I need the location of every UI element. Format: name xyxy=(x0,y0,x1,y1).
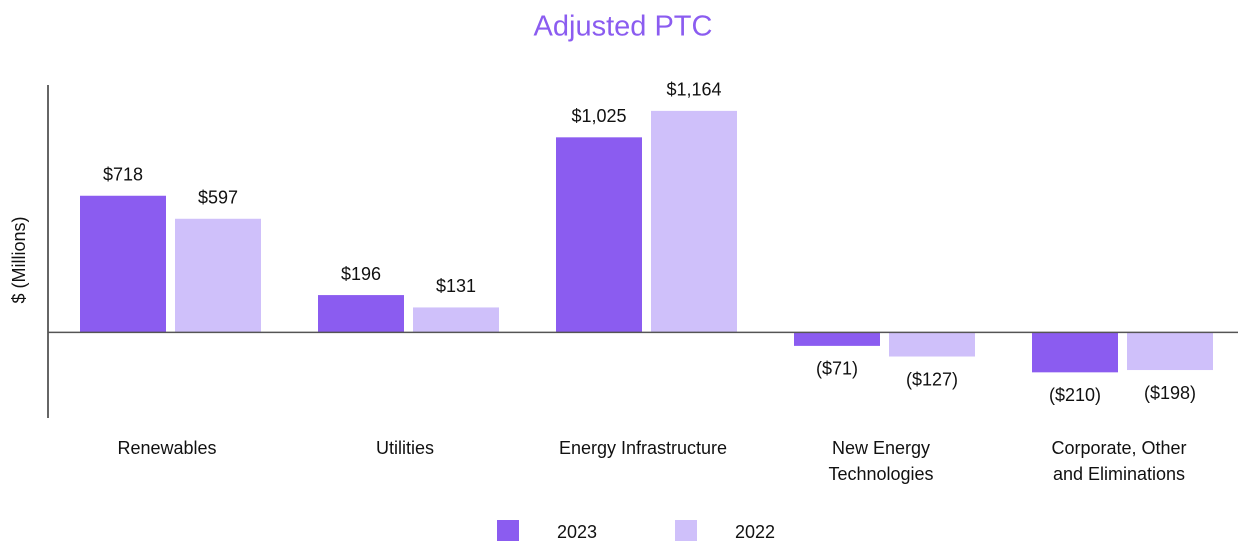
y-axis-label: $ (Millions) xyxy=(9,216,29,303)
bar xyxy=(889,332,975,357)
x-tick-label: Corporate, Other and Eliminations xyxy=(1051,438,1187,484)
value-label: ($127) xyxy=(906,369,958,389)
value-label: $1,164 xyxy=(666,80,721,100)
value-label: $1,025 xyxy=(571,106,626,126)
x-tick-label: New Energy Technologies xyxy=(828,438,934,484)
bar xyxy=(556,137,642,333)
legend-label: 2023 xyxy=(557,522,597,541)
value-label: $718 xyxy=(103,164,143,184)
value-label: $196 xyxy=(341,264,381,284)
legend-label: 2022 xyxy=(735,522,775,541)
value-label: $131 xyxy=(436,276,476,296)
value-label: $597 xyxy=(198,188,238,208)
x-tick-label: Energy Infrastructure xyxy=(558,438,728,458)
bar xyxy=(651,110,737,333)
bar xyxy=(794,332,880,346)
bar xyxy=(1032,332,1118,373)
chart-title: Adjusted PTC xyxy=(534,11,713,43)
bar xyxy=(175,218,261,333)
legend-swatch xyxy=(497,520,519,542)
bar xyxy=(318,295,404,333)
value-label: ($71) xyxy=(816,359,858,379)
bar xyxy=(1127,332,1213,371)
value-label: ($198) xyxy=(1144,383,1196,403)
bar xyxy=(413,307,499,333)
bar xyxy=(80,195,166,333)
value-label: ($210) xyxy=(1049,385,1101,405)
x-tick-label: Renewables xyxy=(117,438,217,458)
x-tick-label: Utilities xyxy=(375,438,434,458)
legend-swatch xyxy=(675,520,697,542)
